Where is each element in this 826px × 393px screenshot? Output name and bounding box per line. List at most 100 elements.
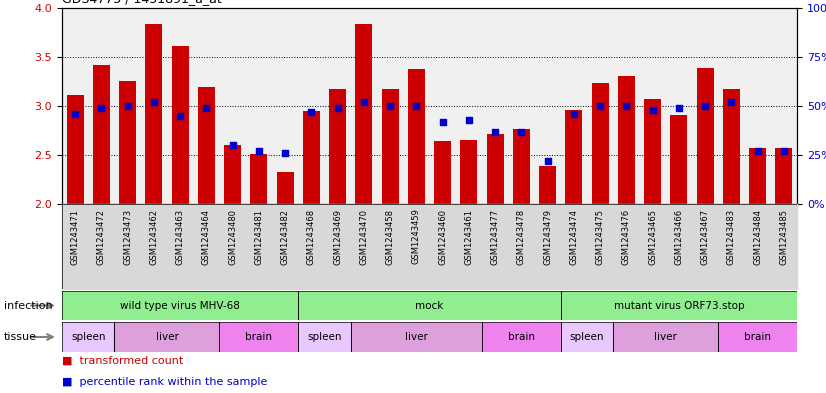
Bar [62,322,115,352]
Text: brain: brain [245,332,273,342]
Bar [298,291,561,320]
Text: mock: mock [415,301,444,310]
Point [751,148,764,154]
Bar [93,65,110,204]
Text: liver: liver [155,332,178,342]
Text: GSM1243484: GSM1243484 [753,209,762,264]
Point [173,113,187,119]
Bar [539,166,556,204]
Bar [644,99,662,204]
Bar [172,46,188,204]
Bar [749,148,767,204]
Text: GSM1243466: GSM1243466 [675,209,683,265]
Bar [591,83,609,204]
Bar [220,322,298,352]
Point [358,99,371,105]
Text: GSM1243479: GSM1243479 [544,209,552,264]
Text: GSM1243458: GSM1243458 [386,209,395,264]
Text: mutant virus ORF73.stop: mutant virus ORF73.stop [614,301,744,310]
Bar [723,90,740,204]
Text: GSM1243480: GSM1243480 [228,209,237,264]
Point [436,119,449,125]
Bar [67,95,83,204]
Text: tissue: tissue [4,332,37,342]
Bar [329,90,346,204]
Point [69,111,82,117]
Text: GSM1243483: GSM1243483 [727,209,736,265]
Point [331,105,344,111]
Bar [565,110,582,204]
Point [620,103,633,109]
Bar [62,291,298,320]
Bar [696,68,714,204]
Text: infection: infection [4,301,53,310]
Bar [487,134,504,204]
Point [463,117,476,123]
Text: GSM1243478: GSM1243478 [517,209,526,265]
Text: GSM1243465: GSM1243465 [648,209,657,264]
Bar [351,322,482,352]
Bar [513,129,530,204]
Bar [224,145,241,204]
Text: GSM1243468: GSM1243468 [307,209,316,265]
Text: GSM1243481: GSM1243481 [254,209,263,264]
Text: liver: liver [405,332,428,342]
Text: ■  percentile rank within the sample: ■ percentile rank within the sample [62,377,268,387]
Text: GSM1243470: GSM1243470 [359,209,368,264]
Text: liver: liver [654,332,677,342]
Text: GSM1243482: GSM1243482 [281,209,290,264]
Point [725,99,738,105]
Text: spleen: spleen [570,332,605,342]
Bar [119,81,136,204]
Bar [408,69,425,204]
Text: GSM1243475: GSM1243475 [596,209,605,264]
Text: GSM1243477: GSM1243477 [491,209,500,265]
Point [278,150,292,156]
Text: GSM1243459: GSM1243459 [412,209,421,264]
Bar [671,115,687,204]
Text: GDS4775 / 1451891_a_at: GDS4775 / 1451891_a_at [62,0,221,5]
Point [121,103,134,109]
Bar [382,90,399,204]
Text: brain: brain [508,332,535,342]
Bar [719,322,797,352]
Bar [561,322,613,352]
Text: GSM1243471: GSM1243471 [70,209,79,264]
Point [252,148,265,154]
Text: ■  transformed count: ■ transformed count [62,356,183,365]
Bar [434,141,451,204]
Text: GSM1243469: GSM1243469 [333,209,342,264]
Point [672,105,686,111]
Point [541,158,554,164]
Point [488,129,501,135]
Point [226,142,240,149]
Point [777,148,790,154]
Bar [197,87,215,204]
Bar [618,75,635,204]
Bar [145,24,163,204]
Bar [613,322,719,352]
Text: GSM1243462: GSM1243462 [150,209,159,264]
Text: wild type virus MHV-68: wild type virus MHV-68 [120,301,240,310]
Bar [776,148,792,204]
Bar [482,322,561,352]
Text: GSM1243463: GSM1243463 [176,209,184,265]
Bar [298,322,351,352]
Text: GSM1243464: GSM1243464 [202,209,211,264]
Bar [250,154,268,204]
Text: spleen: spleen [307,332,342,342]
Point [699,103,712,109]
Text: GSM1243467: GSM1243467 [700,209,710,265]
Point [515,129,528,135]
Bar [115,322,220,352]
Point [200,105,213,111]
Point [383,103,396,109]
Point [147,99,160,105]
Point [646,107,659,113]
Text: GSM1243485: GSM1243485 [780,209,789,264]
Point [594,103,607,109]
Text: GSM1243460: GSM1243460 [438,209,447,264]
Point [95,105,108,111]
Text: GSM1243474: GSM1243474 [569,209,578,264]
Bar [460,141,477,204]
